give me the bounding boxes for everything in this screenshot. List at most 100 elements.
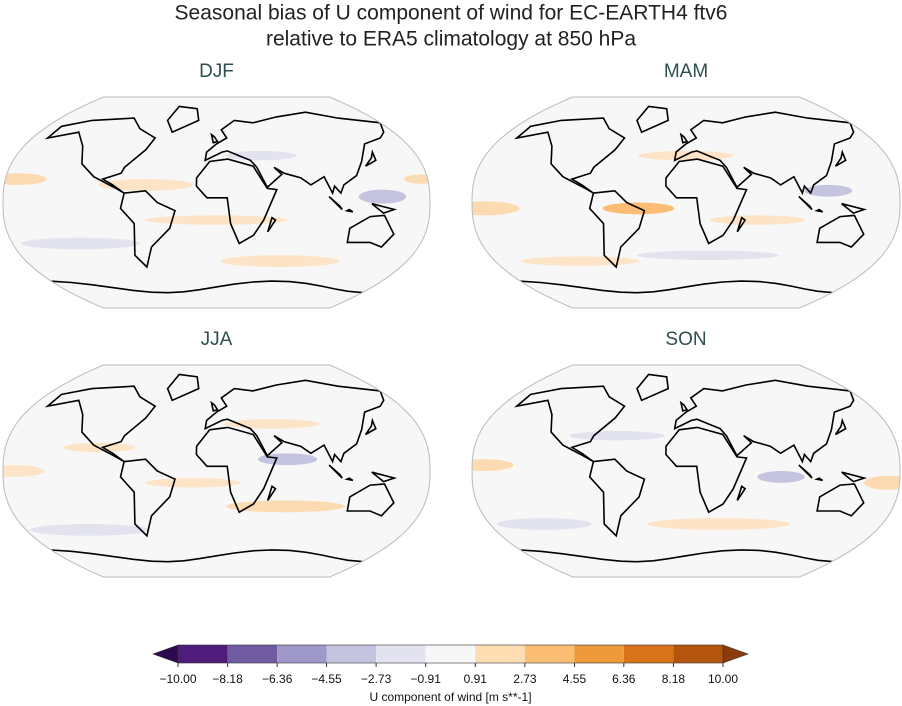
coastline (344, 208, 354, 213)
map-panel (3, 97, 430, 308)
colorbar-tick-label: −0.91 (411, 672, 442, 686)
coastline (195, 158, 278, 245)
coastline (816, 214, 865, 248)
coastline (119, 189, 176, 269)
bias-region (226, 500, 345, 513)
coastline (798, 464, 813, 479)
coastline (834, 417, 847, 436)
bias-region (472, 201, 520, 216)
colorbar-segment (376, 645, 426, 663)
colorbar-segment (277, 645, 327, 663)
map-panel (3, 365, 430, 577)
colorbar-tick-label: −6.36 (262, 672, 293, 686)
panel-label: SON (665, 329, 706, 350)
coastline (736, 216, 747, 233)
coastline (798, 195, 813, 211)
colorbar-tick-label: 10.00 (708, 672, 738, 686)
map-border (2, 96, 431, 309)
title-line: Seasonal bias of U component of wind for… (175, 2, 728, 25)
bias-region (30, 524, 149, 536)
ocean (472, 365, 900, 577)
bias-region (404, 174, 430, 184)
colorbar-segment (623, 645, 674, 663)
bias-region (98, 179, 194, 191)
coastline (166, 373, 200, 402)
coastline (588, 189, 646, 269)
colorbar-tick-label: 6.36 (612, 672, 636, 686)
bias-region (21, 237, 140, 250)
coastline (119, 458, 176, 538)
colorbar-segment (673, 645, 723, 663)
coastline (814, 208, 824, 213)
coastline (210, 400, 219, 412)
bias-region (804, 184, 853, 197)
bias-region (569, 430, 665, 441)
coastline (588, 458, 646, 538)
colorbar-tick-label: −10.00 (159, 672, 196, 686)
coastline (814, 477, 824, 482)
coastline (346, 214, 395, 248)
colorbar-tick-label: −4.55 (311, 672, 342, 686)
colorbar: −10.00 −8.18 −6.36 −4.55 −2.73 −0.91 0.91 2.73 4… (152, 644, 749, 704)
coastline (344, 477, 354, 482)
ocean (472, 97, 900, 308)
coastline (665, 426, 748, 514)
map-panel (472, 97, 900, 308)
bias-region (496, 518, 592, 530)
map-border (471, 364, 901, 578)
bias-region (636, 250, 780, 260)
coastline (51, 280, 363, 294)
colorbar-segment (574, 645, 624, 663)
bias-region (225, 150, 297, 161)
coastline (513, 385, 626, 463)
bias-region (709, 215, 805, 225)
bias-region (145, 215, 288, 225)
coastline (841, 471, 868, 483)
coastline (328, 195, 343, 211)
coastline (816, 483, 865, 517)
coastline (371, 202, 398, 214)
coastline (346, 483, 395, 517)
map-border (2, 364, 431, 578)
coastline (364, 149, 377, 167)
bias-region (3, 173, 47, 185)
coastline (665, 158, 748, 245)
colorbar-extend-max (722, 644, 749, 664)
ocean (3, 97, 430, 308)
panel-label: JJA (201, 329, 233, 350)
coastline (679, 400, 689, 412)
coastline (520, 549, 833, 563)
ocean (3, 365, 430, 577)
bias-region (220, 255, 340, 267)
map-border (471, 96, 901, 309)
coastline (328, 464, 343, 479)
colorbar-tick-label: 0.91 (464, 672, 488, 686)
colorbar-segment (524, 645, 575, 663)
colorbar-segment (178, 645, 228, 663)
coastline (195, 426, 278, 514)
coastline (834, 149, 847, 167)
coastline (364, 417, 377, 436)
coastline (736, 485, 747, 501)
colorbar-tick-label: −8.18 (212, 672, 243, 686)
coastline (371, 471, 398, 483)
map-panel (472, 365, 900, 577)
bias-region (647, 518, 791, 530)
colorbar-extend-min (152, 644, 179, 664)
coastline (44, 385, 157, 463)
colorbar-tick-label: −2.73 (361, 672, 392, 686)
bias-region (257, 453, 318, 466)
coastline (210, 132, 219, 144)
bias-region (3, 465, 45, 477)
bias-region (358, 189, 407, 204)
coastline (841, 202, 868, 214)
coastline (636, 373, 670, 402)
title-line: relative to ERA5 climatology at 850 hPa (266, 28, 636, 51)
colorbar-segment (425, 645, 476, 663)
panel-label: DJF (199, 61, 234, 82)
coastline (513, 117, 626, 194)
colorbar-tick-label: 2.73 (513, 672, 537, 686)
coastline (266, 216, 277, 233)
colorbar-tick-label: 8.18 (662, 672, 686, 686)
